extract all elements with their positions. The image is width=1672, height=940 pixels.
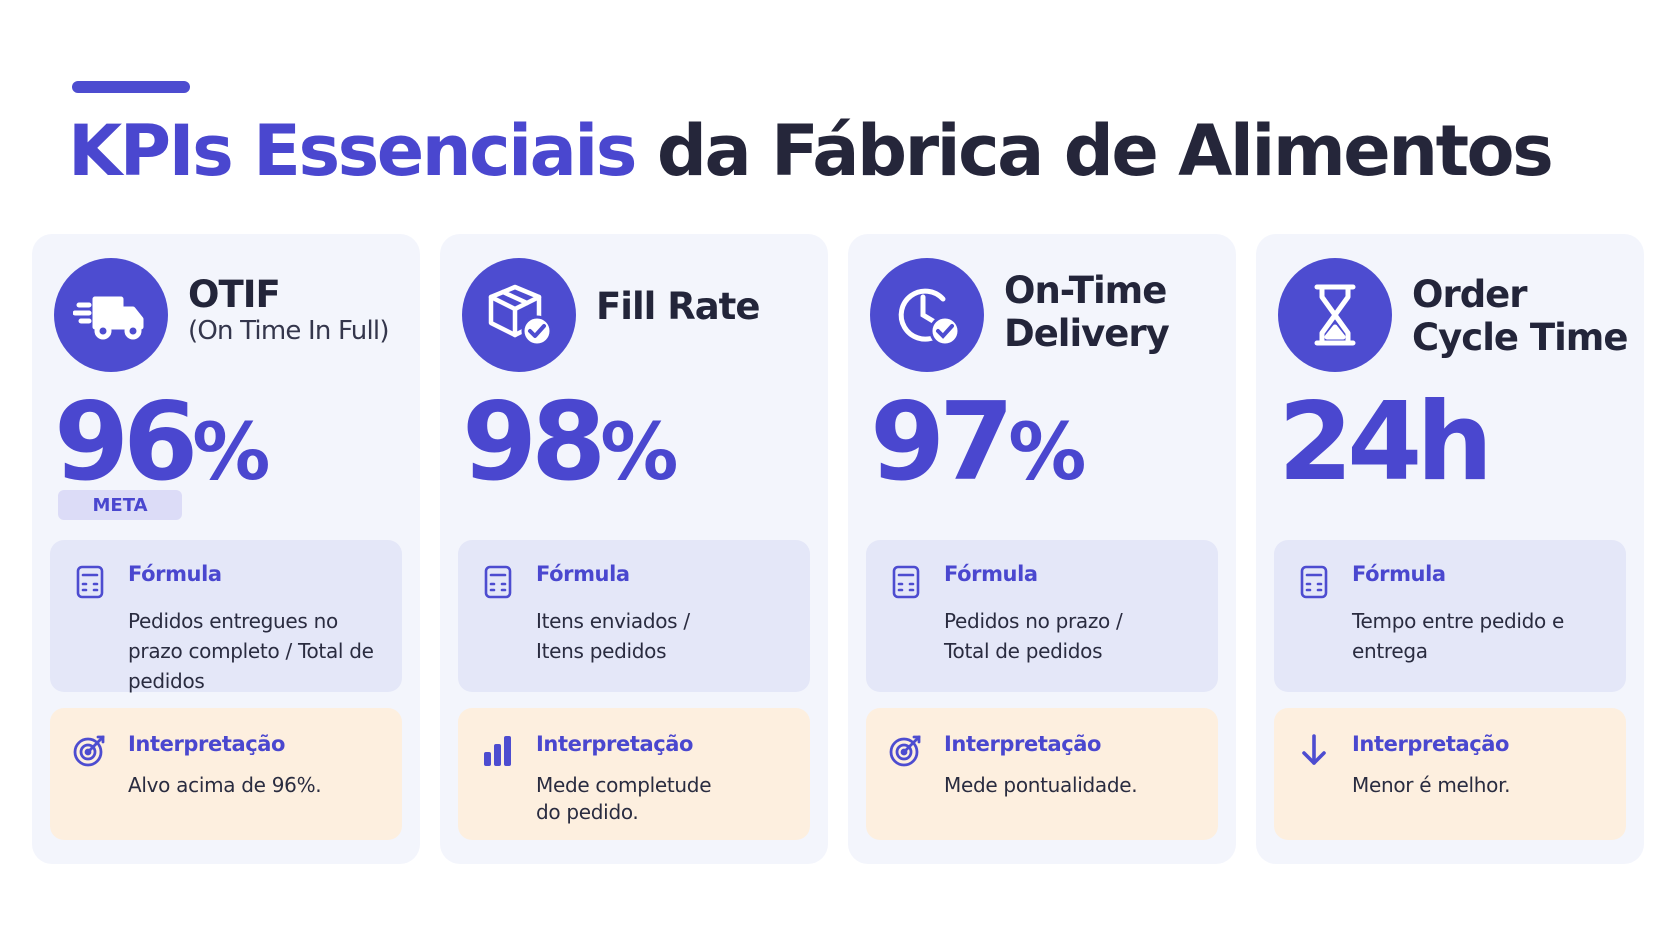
interpretation-box: Interpretação Alvo acima de 96%. [50, 708, 402, 840]
formula-box: Fórmula Pedidos entregues no prazo compl… [50, 540, 402, 693]
kpi-value: 98% [462, 383, 678, 503]
formula-box: Fórmula Tempo entre pedido e entrega [1274, 540, 1626, 692]
kpi-value: 24h [1278, 383, 1493, 503]
card-title-line-1: Order [1412, 273, 1528, 316]
card-title-text: OTIF [188, 273, 281, 316]
card-title: OTIF (On Time In Full) [188, 274, 418, 347]
formula-text: Itens enviados / Itens pedidos [536, 609, 690, 663]
formula-label: Fórmula [944, 562, 1038, 586]
kpi-number: 96 [54, 380, 198, 505]
interpretation-box: Interpretação Mede pontualidade. [866, 708, 1218, 840]
target-icon [886, 730, 926, 770]
interpretation-label: Interpretação [944, 732, 1102, 756]
calculator-icon [1294, 562, 1334, 602]
bar-chart-icon [478, 730, 518, 770]
interpretation-text: Mede pontualidade. [944, 773, 1138, 797]
target-icon [70, 730, 110, 770]
interpretation-label: Interpretação [536, 732, 694, 756]
card-title-line-2: Delivery [1004, 311, 1170, 355]
interpretation-box: Interpretação Mede completude do pedido. [458, 708, 810, 840]
page-title: KPIs Essenciais da Fábrica de Alimentos [68, 110, 1554, 192]
interpretation-box: Interpretação Menor é melhor. [1274, 708, 1626, 840]
formula-label: Fórmula [1352, 562, 1446, 586]
formula-text: Pedidos entregues no prazo completo / To… [128, 609, 374, 693]
card-title: Order Cycle Time [1412, 273, 1642, 359]
kpi-unit: % [1008, 408, 1086, 498]
card-title: On-Time Delivery [1004, 269, 1234, 355]
interpretation-text: Mede completude do pedido. [536, 773, 712, 824]
card-title-line-2: Cycle Time [1412, 315, 1628, 359]
formula-box: Fórmula Itens enviados / Itens pedidos [458, 540, 810, 692]
truck-icon [54, 258, 168, 372]
hourglass-icon [1278, 258, 1392, 372]
kpi-card-on-time-delivery: On-Time Delivery 97% Fórmula Pedidos no … [848, 234, 1236, 864]
kpi-number: 98 [462, 380, 606, 505]
interpretation-label: Interpretação [128, 732, 286, 756]
formula-box: Fórmula Pedidos no prazo / Total de pedi… [866, 540, 1218, 692]
title-accent-bar [72, 81, 190, 93]
arrow-down-icon [1294, 730, 1334, 770]
kpi-value: 96% [54, 383, 270, 503]
interpretation-text: Alvo acima de 96%. [128, 773, 322, 797]
kpi-unit: % [600, 408, 678, 498]
card-title: Fill Rate [596, 285, 760, 328]
meta-badge: META [58, 490, 182, 520]
kpi-card-order-cycle-time: Order Cycle Time 24h Fórmula Tempo entre… [1256, 234, 1644, 864]
formula-label: Fórmula [536, 562, 630, 586]
page-title-rest: da Fábrica de Alimentos [634, 110, 1554, 192]
interpretation-text: Menor é melhor. [1352, 773, 1511, 797]
kpi-number: 97 [870, 380, 1014, 505]
kpi-number: 24h [1278, 380, 1493, 505]
box-check-icon [462, 258, 576, 372]
kpi-value: 97% [870, 383, 1086, 503]
clock-check-icon [870, 258, 984, 372]
card-subtitle: (On Time In Full) [188, 316, 389, 347]
calculator-icon [70, 562, 110, 602]
formula-text: Pedidos no prazo / Total de pedidos [944, 609, 1123, 663]
calculator-icon [478, 562, 518, 602]
kpi-card-fill-rate: Fill Rate 98% Fórmula Itens enviados / I… [440, 234, 828, 864]
formula-text: Tempo entre pedido e entrega [1352, 609, 1565, 663]
kpi-unit: % [192, 408, 270, 498]
calculator-icon [886, 562, 926, 602]
card-title-line-1: On-Time [1004, 269, 1167, 312]
kpi-card-otif: OTIF (On Time In Full) 96% META Fórmula … [32, 234, 420, 864]
formula-label: Fórmula [128, 562, 222, 586]
page-title-highlight: KPIs Essenciais [68, 110, 637, 192]
interpretation-label: Interpretação [1352, 732, 1510, 756]
